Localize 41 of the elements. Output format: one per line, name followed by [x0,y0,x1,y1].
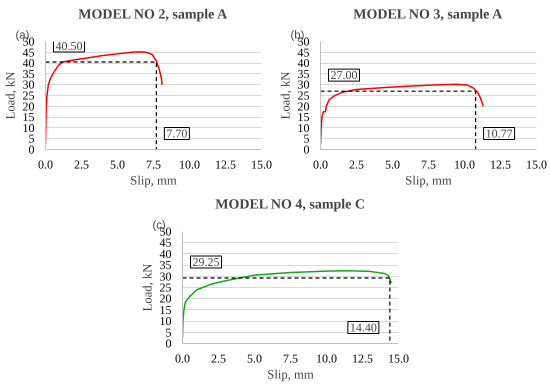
y-tick-label: 25 [160,280,172,294]
x-tick-label: 12.5 [215,158,236,172]
x-tick-label: 0.0 [175,352,190,366]
x-tick-label: 15.0 [526,158,547,172]
x-tick-label: 15.0 [388,352,409,366]
x-axis-title: Slip, mm [405,174,452,188]
x-tick-label: 10.0 [454,158,475,172]
y-axis-title: Load, kN [140,264,154,312]
x-tick-label: 15.0 [251,158,272,172]
x-tick-label: 12.5 [352,352,373,366]
x-axis-title: Slip, mm [130,174,177,188]
x-tick-label: 5.0 [385,158,400,172]
chart-title: MODEL NO 2, sample A [78,8,228,22]
y-axis-title: Load, kN [4,72,18,120]
x-tick-label: 7.5 [421,158,436,172]
x-tick-label: 5.0 [110,158,125,172]
x-tick-label: 2.5 [349,158,364,172]
annotation: 14.40 [350,320,377,334]
line-series [182,270,392,339]
x-tick-label: 7.5 [283,352,298,366]
annotation: 27.00 [330,68,358,82]
line-series [320,84,484,145]
annotation: 29.25 [192,254,220,269]
y-tick-label: 0 [166,336,172,350]
x-tick-label: 7.5 [146,158,161,172]
chart-title: MODEL NO 3, sample A [353,8,504,22]
x-tick-label: 10.0 [179,158,200,172]
x-tick-label: 10.0 [316,352,337,366]
x-tick-label: 0.0 [313,158,328,172]
chart-title: MODEL NO 4, sample C [215,198,365,212]
annotation: 7.70 [166,126,188,140]
annotation: 10.77 [486,126,513,140]
x-axis-title: Slip, mm [267,368,314,382]
annotation: 40.50 [56,39,82,54]
x-tick-label: 5.0 [247,352,262,366]
x-tick-label: 2.5 [211,352,226,366]
x-tick-label: 12.5 [490,158,511,172]
y-axis-title: Load, kN [278,72,292,120]
line-series [46,51,163,145]
x-tick-label: 0.0 [38,158,53,172]
x-tick-label: 2.5 [74,158,89,172]
